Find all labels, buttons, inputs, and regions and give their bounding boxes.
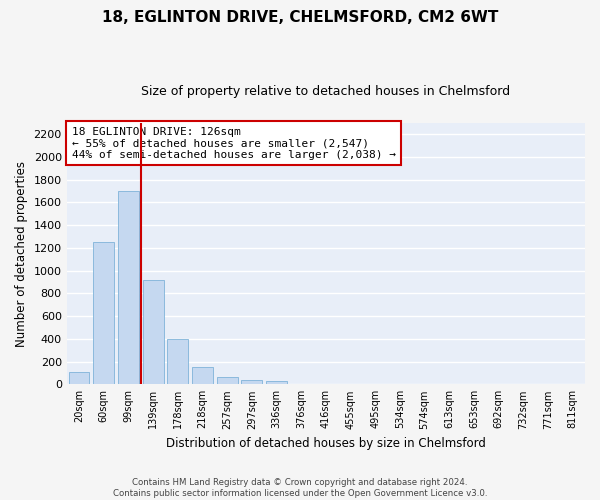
Bar xyxy=(266,382,287,384)
Title: Size of property relative to detached houses in Chelmsford: Size of property relative to detached ho… xyxy=(141,85,511,98)
Y-axis label: Number of detached properties: Number of detached properties xyxy=(15,160,28,346)
Bar xyxy=(68,372,89,384)
Bar xyxy=(167,339,188,384)
Text: 18 EGLINTON DRIVE: 126sqm
← 55% of detached houses are smaller (2,547)
44% of se: 18 EGLINTON DRIVE: 126sqm ← 55% of detac… xyxy=(72,126,396,160)
Bar xyxy=(143,280,164,384)
Bar xyxy=(217,377,238,384)
Bar xyxy=(192,366,213,384)
Bar xyxy=(241,380,262,384)
Bar xyxy=(118,191,139,384)
Bar xyxy=(93,242,114,384)
Text: 18, EGLINTON DRIVE, CHELMSFORD, CM2 6WT: 18, EGLINTON DRIVE, CHELMSFORD, CM2 6WT xyxy=(102,10,498,25)
X-axis label: Distribution of detached houses by size in Chelmsford: Distribution of detached houses by size … xyxy=(166,437,486,450)
Text: Contains HM Land Registry data © Crown copyright and database right 2024.
Contai: Contains HM Land Registry data © Crown c… xyxy=(113,478,487,498)
